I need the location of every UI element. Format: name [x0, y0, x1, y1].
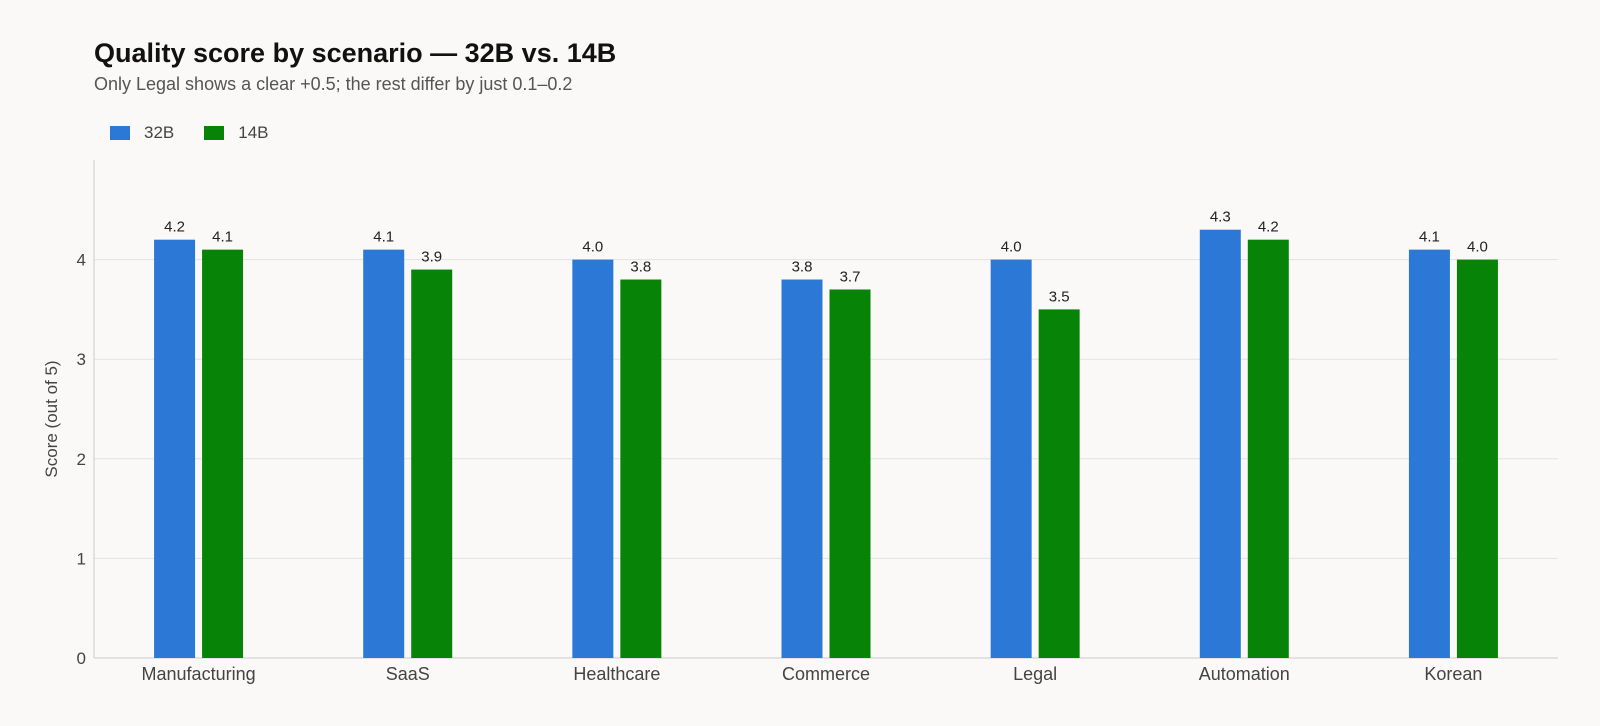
y-tick-label: 0: [77, 649, 86, 668]
y-axis-label: Score (out of 5): [42, 360, 61, 477]
bar-32b-manufacturing: [154, 239, 196, 658]
data-label-32b: 3.8: [792, 259, 813, 276]
bar-14b-saas: [411, 269, 453, 658]
legend-label-32b: 32B: [144, 123, 175, 142]
legend-item-32b: 32B: [110, 123, 174, 143]
bar-14b-korean: [1456, 259, 1498, 658]
data-label-32b: 4.0: [1001, 239, 1022, 256]
bar-14b-commerce: [829, 289, 871, 658]
y-tick-label: 2: [77, 450, 86, 469]
x-tick-label: Manufacturing: [142, 664, 256, 684]
data-label-14b: 3.7: [840, 268, 861, 285]
data-label-32b: 4.1: [373, 229, 394, 246]
bar-32b-healthcare: [572, 259, 614, 658]
y-tick-label: 3: [77, 350, 86, 369]
y-tick-label: 4: [77, 251, 86, 270]
data-label-32b: 4.2: [164, 219, 185, 236]
legend: 32B 14B: [110, 123, 269, 143]
bar-32b-legal: [990, 259, 1032, 658]
bar-14b-healthcare: [620, 279, 662, 658]
data-label-32b: 4.3: [1210, 209, 1231, 226]
legend-swatch-14b: [204, 126, 225, 140]
data-label-14b: 4.2: [1258, 219, 1279, 236]
x-tick-label: SaaS: [386, 664, 430, 684]
x-tick-label: Commerce: [782, 664, 870, 684]
bar-32b-automation: [1199, 229, 1241, 658]
bar-32b-commerce: [781, 279, 823, 658]
bar-14b-automation: [1247, 239, 1289, 658]
data-label-14b: 3.9: [421, 249, 442, 266]
data-label-32b: 4.1: [1419, 229, 1440, 246]
bar-14b-manufacturing: [202, 249, 244, 658]
legend-label-14b: 14B: [238, 123, 269, 142]
bar-32b-korean: [1408, 249, 1450, 658]
x-tick-label: Healthcare: [573, 664, 660, 684]
legend-swatch-32b: [110, 126, 130, 140]
data-label-14b: 3.8: [630, 259, 651, 276]
bar-14b-legal: [1038, 309, 1080, 658]
data-label-14b: 4.0: [1467, 239, 1488, 256]
x-tick-label: Legal: [1013, 664, 1057, 684]
bar-32b-saas: [363, 249, 405, 658]
chart-subtitle: Only Legal shows a clear +0.5; the rest …: [94, 74, 573, 94]
legend-item-14b: 14B: [204, 123, 269, 143]
y-tick-label: 1: [77, 549, 86, 568]
x-tick-label: Korean: [1424, 664, 1482, 684]
x-tick-label: Automation: [1199, 664, 1290, 684]
data-label-14b: 3.5: [1049, 288, 1070, 305]
data-label-14b: 4.1: [212, 229, 233, 246]
data-label-32b: 4.0: [582, 239, 603, 256]
chart-title: Quality score by scenario — 32B vs. 14B: [94, 38, 617, 68]
